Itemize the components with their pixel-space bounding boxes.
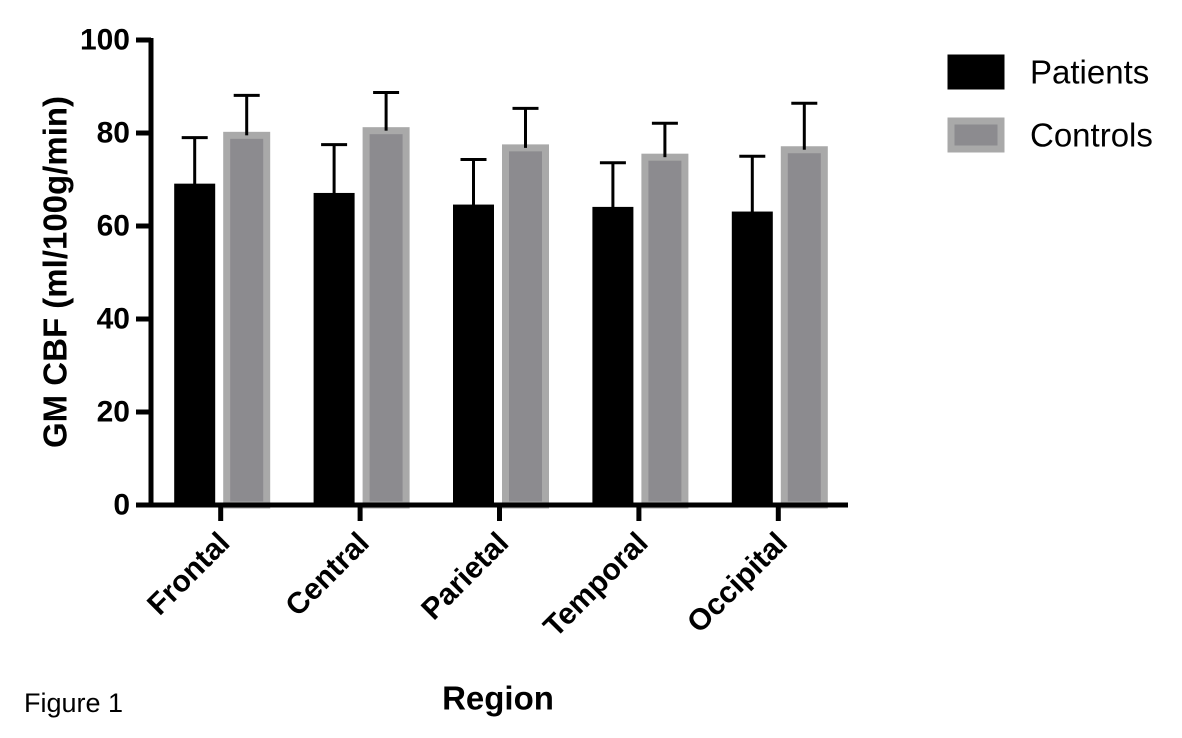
y-tick-label: 80 xyxy=(97,117,130,150)
x-axis-title: Region xyxy=(442,680,554,717)
figure-label: Figure 1 xyxy=(24,688,123,718)
patients-bar-frontal xyxy=(174,183,216,506)
y-tick-label: 0 xyxy=(113,489,130,522)
y-ticks: 0 20 40 60 80 100 xyxy=(80,24,151,522)
y-tick-label: 60 xyxy=(97,210,130,243)
legend: Patients Controls xyxy=(947,54,1153,154)
error-bars-layer xyxy=(181,91,818,213)
controls-bar-temporal xyxy=(641,153,689,509)
legend-label-patients: Patients xyxy=(1030,54,1149,91)
controls-bar-parietal xyxy=(502,144,549,509)
x-tick-label-frontal: Frontal xyxy=(141,526,236,621)
x-tick-label-temporal: Temporal xyxy=(537,526,654,643)
patients-bar-occipital xyxy=(731,211,773,506)
x-ticks: Frontal Central Parietal Temporal Occipital xyxy=(141,505,794,644)
controls-bar-central xyxy=(362,127,410,509)
legend-swatch-patients xyxy=(947,54,1005,90)
x-tick-label-central: Central xyxy=(279,526,375,622)
patients-bar-temporal xyxy=(592,206,634,506)
bars-layer xyxy=(174,127,828,509)
controls-bar-frontal xyxy=(223,131,271,509)
y-tick-label: 20 xyxy=(97,396,130,429)
y-axis-title: GM CBF (ml/100g/min) xyxy=(37,96,74,448)
y-tick-label: 100 xyxy=(80,24,130,57)
patients-bar-central xyxy=(313,192,355,506)
controls-bar-occipital xyxy=(780,146,828,509)
y-tick-label: 40 xyxy=(97,303,130,336)
patients-bar-parietal xyxy=(453,204,494,506)
legend-label-controls: Controls xyxy=(1030,117,1153,154)
x-tick-label-parietal: Parietal xyxy=(415,526,515,626)
legend-swatch-controls xyxy=(947,117,1005,153)
x-tick-label-occipital: Occipital xyxy=(681,526,794,639)
